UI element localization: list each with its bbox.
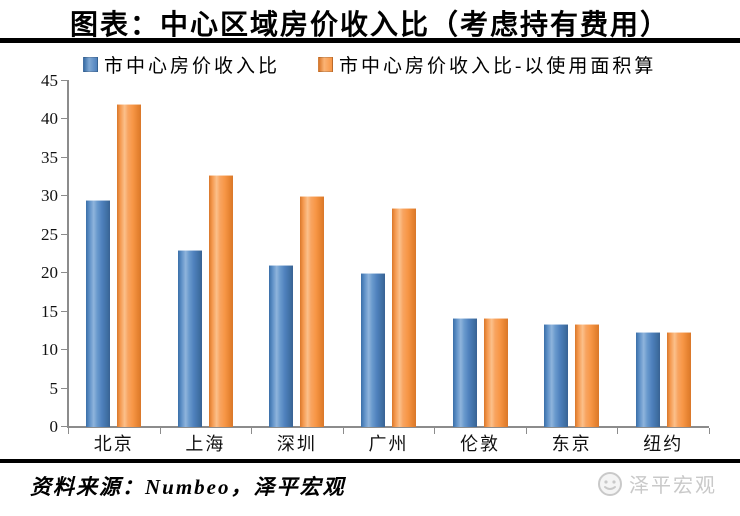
x-axis-tick [251, 428, 253, 434]
title-divider [0, 38, 740, 43]
x-axis-label: 伦敦 [460, 434, 501, 454]
x-axis-label: 纽约 [643, 434, 684, 454]
y-axis-label: 40 [41, 109, 58, 129]
y-axis-label: 0 [49, 417, 59, 436]
legend-label: 市中心房价收入比 [104, 55, 281, 77]
y-axis-tick [61, 387, 67, 389]
legend-swatch-1 [318, 56, 333, 72]
legend-item: 市中心房价收入比-以使用面积算 [318, 53, 657, 77]
y-axis-label: 35 [41, 147, 58, 167]
legend-swatch-0 [83, 56, 98, 72]
bar-深圳-s1 [300, 196, 325, 427]
x-axis-tick [434, 428, 436, 434]
y-axis-tick [61, 233, 67, 235]
y-axis-tick [61, 310, 67, 312]
bar-上海-s1 [208, 174, 233, 427]
y-axis-label: 10 [41, 340, 58, 360]
legend-label: 市中心房价收入比-以使用面积算 [339, 55, 657, 77]
footer-divider [0, 459, 740, 463]
legend-item: 市中心房价收入比 [83, 53, 281, 77]
x-axis-tick [342, 428, 344, 434]
y-axis-tick [61, 272, 67, 274]
y-axis-label: 15 [41, 301, 58, 321]
bar-伦敦-s1 [483, 318, 508, 427]
x-axis-tick [68, 428, 69, 434]
bar-广州-s0 [361, 272, 385, 427]
x-axis-label: 广州 [368, 434, 409, 454]
bar-上海-s0 [177, 249, 202, 427]
y-axis-label: 25 [41, 224, 58, 244]
y-axis-label: 45 [41, 71, 58, 90]
bar-纽约-s0 [635, 332, 660, 427]
x-axis-label: 深圳 [276, 434, 317, 454]
watermark-text: 泽平宏观 [629, 475, 717, 497]
bar-广州-s1 [392, 208, 416, 427]
y-axis-tick [61, 195, 67, 197]
bar-伦敦-s0 [452, 318, 477, 427]
bar-东京-s0 [544, 323, 569, 427]
x-axis-tick [159, 428, 161, 434]
bar-北京-s1 [117, 103, 142, 427]
x-axis-tick [709, 428, 710, 434]
source-note: 资料来源：Numbeo，泽平宏观 [30, 475, 346, 499]
x-axis-line [67, 426, 709, 428]
y-axis-label: 30 [41, 186, 58, 206]
y-axis-tick [61, 426, 67, 427]
x-axis-tick [525, 428, 527, 434]
y-axis-tick [61, 118, 67, 120]
x-axis-label: 上海 [185, 434, 226, 454]
y-axis-label: 20 [41, 263, 58, 283]
bar-纽约-s1 [666, 332, 691, 427]
y-axis-tick [61, 349, 67, 351]
y-axis-tick [61, 156, 67, 158]
x-axis-label: 东京 [551, 434, 592, 454]
chart-title: 图表：中心区域房价收入比（考虑持有费用） [69, 10, 670, 41]
bar-深圳-s0 [269, 264, 294, 427]
x-axis-tick [617, 428, 619, 434]
bar-北京-s0 [86, 199, 111, 427]
x-axis-label: 北京 [93, 434, 134, 454]
y-axis-line [67, 80, 69, 428]
logo-icon [598, 471, 622, 496]
y-axis-label: 5 [49, 378, 59, 398]
watermark: 泽平宏观 [596, 469, 717, 498]
bar-东京-s1 [575, 323, 600, 427]
y-axis-tick [61, 80, 67, 81]
